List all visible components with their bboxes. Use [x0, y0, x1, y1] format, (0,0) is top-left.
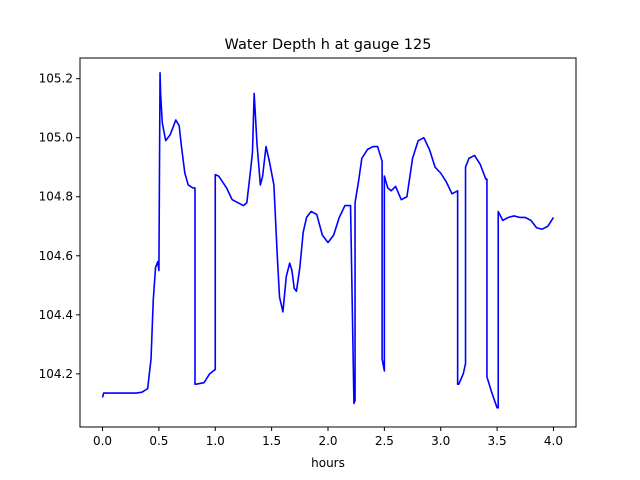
y-tick-label: 105.2: [39, 72, 73, 86]
chart-title: Water Depth h at gauge 125: [225, 37, 432, 53]
x-tick-label: 0.5: [149, 434, 168, 448]
x-tick-label: 0.0: [93, 434, 112, 448]
x-axis-label: hours: [311, 456, 345, 470]
x-tick-label: 4.0: [544, 434, 563, 448]
y-tick-label: 104.6: [39, 249, 73, 263]
x-tick-label: 1.5: [262, 434, 281, 448]
y-tick-label: 104.8: [39, 190, 73, 204]
y-tick-label: 104.4: [39, 308, 73, 322]
x-tick-label: 3.0: [431, 434, 450, 448]
x-tick-label: 2.0: [318, 434, 337, 448]
x-tick-label: 1.0: [206, 434, 225, 448]
y-tick-label: 104.2: [39, 367, 73, 381]
y-axis: 104.2 104.4 104.6 104.8 105.0 105.2: [39, 72, 80, 381]
x-tick-label: 3.5: [488, 434, 507, 448]
x-axis: 0.0 0.5 1.0 1.5 2.0 2.5 3.0 3.5 4.0: [93, 427, 563, 448]
x-tick-label: 2.5: [375, 434, 394, 448]
y-tick-label: 105.0: [39, 131, 73, 145]
series-layer: [101, 71, 555, 409]
series-line-0: [101, 71, 555, 409]
